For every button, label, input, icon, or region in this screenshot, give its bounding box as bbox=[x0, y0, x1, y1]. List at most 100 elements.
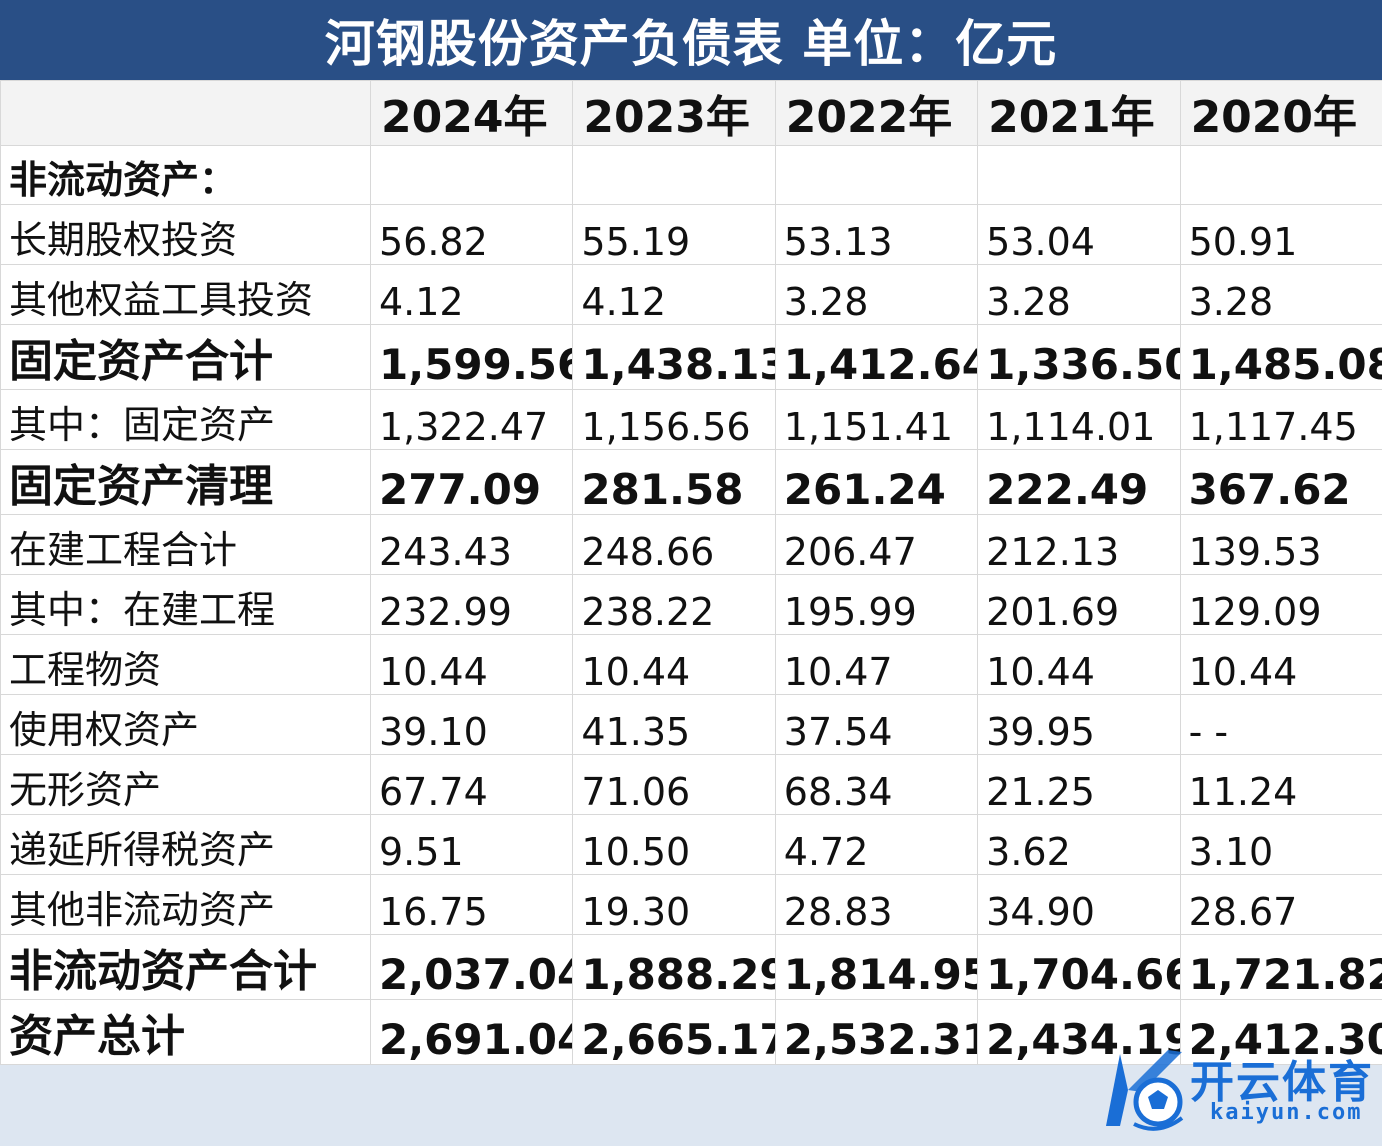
value-cell: 4.72 bbox=[774, 814, 979, 875]
value-cell: 16.75 bbox=[369, 874, 574, 935]
value-cell: 10.44 bbox=[572, 634, 776, 695]
value-cell: 1,117.45 bbox=[1179, 389, 1382, 450]
value-cell: 232.99 bbox=[369, 574, 574, 635]
value-cell: 34.90 bbox=[977, 874, 1181, 935]
header-year: 2022年 bbox=[774, 80, 979, 146]
table-row: 工程物资 10.44 10.44 10.47 10.44 10.44 bbox=[0, 634, 1382, 695]
header-year: 2020年 bbox=[1179, 80, 1382, 146]
value-cell: - - bbox=[1179, 694, 1382, 755]
header-row: 2024年 2023年 2022年 2021年 2020年 bbox=[0, 80, 1382, 146]
row-label: 其中：在建工程 bbox=[0, 574, 371, 635]
value-cell: 9.51 bbox=[369, 814, 574, 875]
value-cell: 277.09 bbox=[369, 449, 574, 515]
watermark-text: 开云体育 bbox=[1190, 1057, 1374, 1108]
value-cell: 1,599.56 bbox=[369, 324, 574, 390]
row-label: 非流动资产合计 bbox=[0, 934, 371, 1000]
value-cell: 212.13 bbox=[977, 514, 1181, 575]
table-row: 非流动资产： bbox=[0, 145, 1382, 205]
table-row: 其中：固定资产 1,322.47 1,156.56 1,151.41 1,114.01 1… bbox=[0, 389, 1382, 450]
table-row: 长期股权投资 56.82 55.19 53.13 53.04 50.91 bbox=[0, 204, 1382, 265]
value-cell: 19.30 bbox=[572, 874, 776, 935]
header-year: 2023年 bbox=[572, 80, 776, 146]
row-label: 使用权资产 bbox=[0, 694, 371, 755]
value-cell: 3.28 bbox=[977, 264, 1181, 325]
value-cell: 68.34 bbox=[774, 754, 979, 815]
value-cell: 3.10 bbox=[1179, 814, 1382, 875]
value-cell: 1,336.50 bbox=[977, 324, 1181, 390]
value-cell: 1,485.08 bbox=[1179, 324, 1382, 390]
value-cell: 1,322.47 bbox=[369, 389, 574, 450]
value-cell: 39.10 bbox=[369, 694, 574, 755]
value-cell: 243.43 bbox=[369, 514, 574, 575]
row-label: 无形资产 bbox=[0, 754, 371, 815]
header-year: 2021年 bbox=[977, 80, 1181, 146]
value-cell: 2,037.04 bbox=[369, 934, 574, 1000]
table-row: 资产总计 2,691.04 2,665.17 2,532.31 2,434.19 2,41… bbox=[0, 999, 1382, 1065]
row-label: 资产总计 bbox=[0, 999, 371, 1065]
value-cell: 53.13 bbox=[774, 204, 979, 265]
value-cell: 71.06 bbox=[572, 754, 776, 815]
value-cell: 10.50 bbox=[572, 814, 776, 875]
value-cell: 1,888.29 bbox=[572, 934, 776, 1000]
value-cell: 10.44 bbox=[1179, 634, 1382, 695]
value-cell bbox=[369, 145, 574, 205]
table-row: 使用权资产 39.10 41.35 37.54 39.95- - bbox=[0, 694, 1382, 755]
title-text: 河钢股份资产负债表 单位：亿元 bbox=[324, 15, 1058, 73]
value-cell: 1,721.82 bbox=[1179, 934, 1382, 1000]
value-cell: 2,665.17 bbox=[572, 999, 776, 1065]
row-label: 长期股权投资 bbox=[0, 204, 371, 265]
value-cell: 248.66 bbox=[572, 514, 776, 575]
value-cell: 28.67 bbox=[1179, 874, 1382, 935]
value-cell: 2,412.30 bbox=[1179, 999, 1382, 1065]
value-cell: 1,114.01 bbox=[977, 389, 1181, 450]
value-cell: 1,151.41 bbox=[774, 389, 979, 450]
value-cell: 53.04 bbox=[977, 204, 1181, 265]
value-cell: 367.62 bbox=[1179, 449, 1382, 515]
value-cell: 2,532.31 bbox=[774, 999, 979, 1065]
value-cell: 222.49 bbox=[977, 449, 1181, 515]
value-cell: 261.24 bbox=[774, 449, 979, 515]
balance-sheet-table: 2024年 2023年 2022年 2021年 2020年 非流动资产： 长期股权… bbox=[0, 80, 1382, 1065]
value-cell: 3.62 bbox=[977, 814, 1181, 875]
table-row: 固定资产清理 277.09 281.58 261.24 222.49 367.62 bbox=[0, 449, 1382, 515]
value-cell: 37.54 bbox=[774, 694, 979, 755]
row-label: 工程物资 bbox=[0, 634, 371, 695]
value-cell bbox=[774, 145, 979, 205]
value-cell bbox=[977, 145, 1181, 205]
value-cell: 39.95 bbox=[977, 694, 1181, 755]
page-title: 河钢股份资产负债表 单位：亿元 bbox=[0, 0, 1382, 80]
row-label: 其中：固定资产 bbox=[0, 389, 371, 450]
table-row: 递延所得税资产 9.51 10.50 4.72 3.62 3.10 bbox=[0, 814, 1382, 875]
value-cell: 41.35 bbox=[572, 694, 776, 755]
row-label: 固定资产合计 bbox=[0, 324, 371, 390]
table-row: 其他权益工具投资 4.12 4.12 3.28 3.28 3.28 bbox=[0, 264, 1382, 325]
table-row: 其他非流动资产 16.75 19.30 28.83 34.90 28.67 bbox=[0, 874, 1382, 935]
header-corner-cell bbox=[0, 80, 371, 146]
table-row: 其中：在建工程 232.99 238.22 195.99 201.69 129.09 bbox=[0, 574, 1382, 635]
value-cell bbox=[572, 145, 776, 205]
value-cell bbox=[1179, 145, 1382, 205]
value-cell: 195.99 bbox=[774, 574, 979, 635]
value-cell: 1,704.66 bbox=[977, 934, 1181, 1000]
table-row: 固定资产合计 1,599.56 1,438.13 1,412.64 1,336.50 1,… bbox=[0, 324, 1382, 390]
value-cell: 1,438.13 bbox=[572, 324, 776, 390]
table-body: 非流动资产： 长期股权投资 56.82 55.19 53.13 53.04 50.91 其他权… bbox=[0, 145, 1382, 1065]
value-cell: 10.44 bbox=[369, 634, 574, 695]
value-cell: 281.58 bbox=[572, 449, 776, 515]
header-year: 2024年 bbox=[369, 80, 574, 146]
row-label: 在建工程合计 bbox=[0, 514, 371, 575]
row-label: 非流动资产： bbox=[0, 145, 371, 205]
value-cell: 50.91 bbox=[1179, 204, 1382, 265]
value-cell: 67.74 bbox=[369, 754, 574, 815]
value-cell: 10.47 bbox=[774, 634, 979, 695]
row-label: 其他权益工具投资 bbox=[0, 264, 371, 325]
value-cell: 21.25 bbox=[977, 754, 1181, 815]
value-cell: 238.22 bbox=[572, 574, 776, 635]
value-cell: 55.19 bbox=[572, 204, 776, 265]
k-soccer-ball-logo-icon bbox=[1106, 1050, 1184, 1131]
value-cell: 2,691.04 bbox=[369, 999, 574, 1065]
value-cell: 139.53 bbox=[1179, 514, 1382, 575]
value-cell: 206.47 bbox=[774, 514, 979, 575]
value-cell: 1,814.95 bbox=[774, 934, 979, 1000]
table-row: 在建工程合计 243.43 248.66 206.47 212.13 139.53 bbox=[0, 514, 1382, 575]
